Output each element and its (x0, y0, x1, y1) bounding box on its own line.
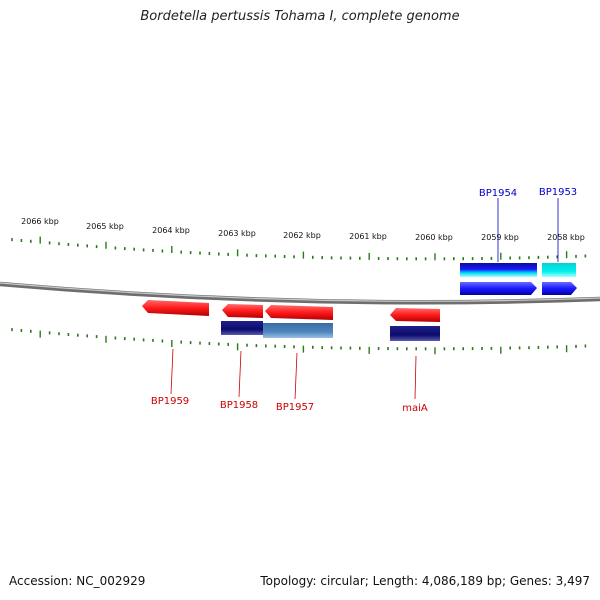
gene-BP1959[interactable]: BP1959 (142, 300, 209, 407)
ruler-label-2062: 2062 kbp (283, 231, 321, 240)
gene-BP1953-arrow[interactable] (542, 282, 577, 295)
gene-label-BP1953[interactable]: BP1953 (539, 187, 577, 198)
gene-label-BP1954[interactable]: BP1954 (479, 188, 517, 199)
gene-BP1953[interactable]: BP1953 (539, 187, 577, 295)
gene-BP1957-arrow[interactable] (265, 305, 333, 320)
gene-maiA-subfeature[interactable] (390, 326, 440, 341)
genome-backbone-highlight (0, 282, 600, 302)
gene-BP1954-subfeature[interactable] (460, 263, 537, 277)
ruler-ticks-bottom (11, 328, 587, 355)
genome-summary-text: Topology: circular; Length: 4,086,189 bp… (260, 574, 590, 588)
ruler-label-2066: 2066 kbp (21, 217, 59, 226)
gene-BP1959-arrow[interactable] (142, 300, 209, 316)
genome-backbone (0, 281, 600, 305)
ruler-label-2060: 2060 kbp (415, 233, 453, 242)
ruler-ticks-top (11, 236, 587, 261)
ruler-label-2058: 2058 kbp (547, 233, 585, 242)
gene-label-BP1957[interactable]: BP1957 (276, 402, 314, 413)
gene-maiA-leader (414, 355, 417, 400)
gene-BP1954-arrow[interactable] (460, 282, 537, 295)
gene-BP1959-leader (170, 348, 174, 395)
gene-BP1958-arrow[interactable] (222, 304, 263, 318)
ruler-label-2059: 2059 kbp (481, 233, 519, 242)
gene-BP1953-subfeature[interactable] (542, 263, 576, 277)
gene-BP1958-leader (238, 350, 242, 398)
gene-BP1957[interactable]: BP1957 (263, 305, 333, 413)
gene-label-BP1958[interactable]: BP1958 (220, 400, 258, 411)
gene-BP1957-subfeature[interactable] (263, 323, 333, 338)
gene-BP1958-subfeature[interactable] (221, 321, 263, 335)
accession-text: Accession: NC_002929 (9, 574, 146, 588)
gene-BP1957-leader (294, 352, 298, 400)
gene-maiA-arrow[interactable] (390, 308, 440, 322)
gene-BP1958[interactable]: BP1958 (220, 304, 263, 411)
gene-BP1954[interactable]: BP1954 (460, 188, 537, 295)
ruler-label-2061: 2061 kbp (349, 232, 387, 241)
ruler-label-2064: 2064 kbp (152, 226, 190, 235)
genome-title: Bordetella pertussis Tohama I, complete … (140, 9, 460, 24)
ruler-label-2063: 2063 kbp (218, 229, 256, 238)
ruler-label-2065: 2065 kbp (86, 222, 124, 231)
gene-label-BP1959[interactable]: BP1959 (151, 396, 189, 407)
gene-label-maiA[interactable]: maiA (402, 403, 428, 414)
gene-maiA[interactable]: maiA (390, 308, 440, 414)
